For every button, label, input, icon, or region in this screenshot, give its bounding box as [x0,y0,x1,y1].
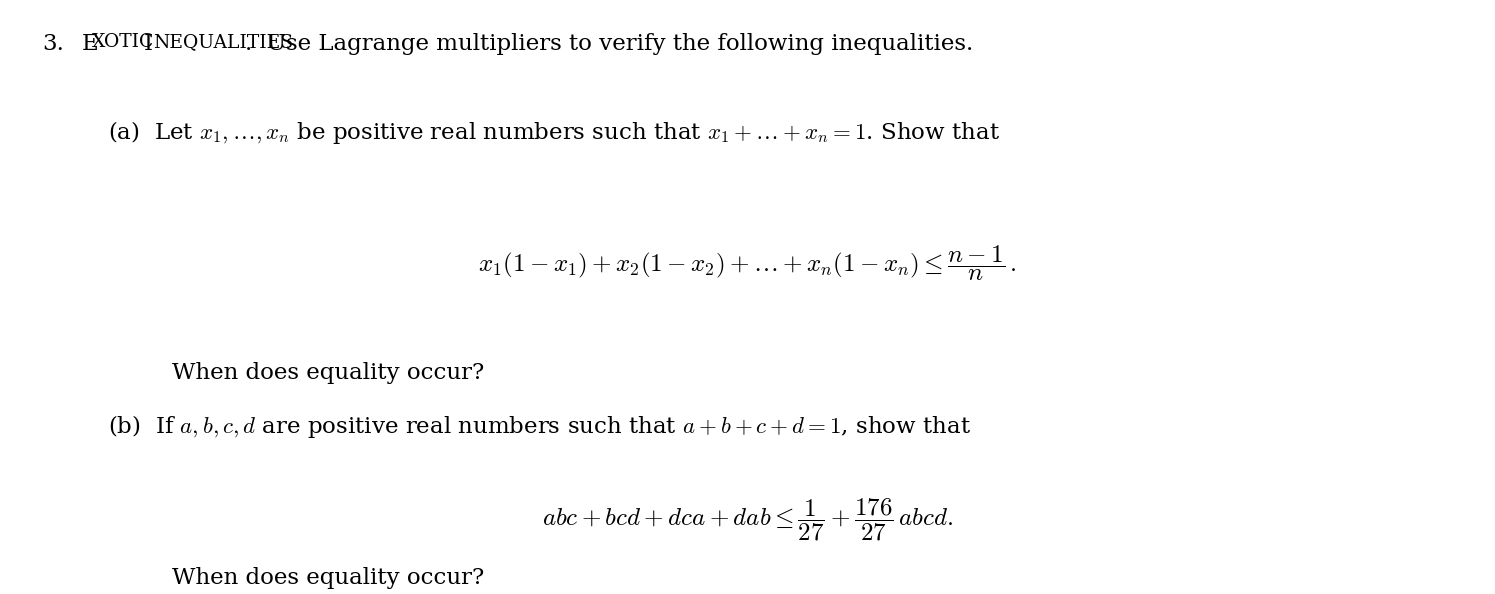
Text: .  Use Lagrange multipliers to verify the following inequalities.: . Use Lagrange multipliers to verify the… [245,33,973,55]
Text: (a)  Let $x_1,\ldots,x_n$ be positive real numbers such that $x_1+\ldots+x_n=1$.: (a) Let $x_1,\ldots,x_n$ be positive rea… [108,119,1000,146]
Text: When does equality occur?: When does equality occur? [172,362,484,384]
Text: (b)  If $a,b,c,d$ are positive real numbers such that $a+b+c+d=1$, show that: (b) If $a,b,c,d$ are positive real numbe… [108,413,970,440]
Text: When does equality occur?: When does equality occur? [172,567,484,589]
Text: 3.: 3. [42,33,64,55]
Text: $x_1(1-x_1)+x_2(1-x_2)+\ldots+x_n(1-x_n)\leq\dfrac{n-1}{n}\,.$: $x_1(1-x_1)+x_2(1-x_2)+\ldots+x_n(1-x_n)… [478,244,1017,283]
Text: XOTIC: XOTIC [93,33,154,50]
Text: $abc+bcd+dca+dab\leq\dfrac{1}{27}+\dfrac{176}{27}\,abcd.$: $abc+bcd+dca+dab\leq\dfrac{1}{27}+\dfrac… [541,496,954,543]
Text: I: I [144,33,152,55]
Text: E: E [82,33,99,55]
Text: NEQUALITIES: NEQUALITIES [154,33,293,50]
